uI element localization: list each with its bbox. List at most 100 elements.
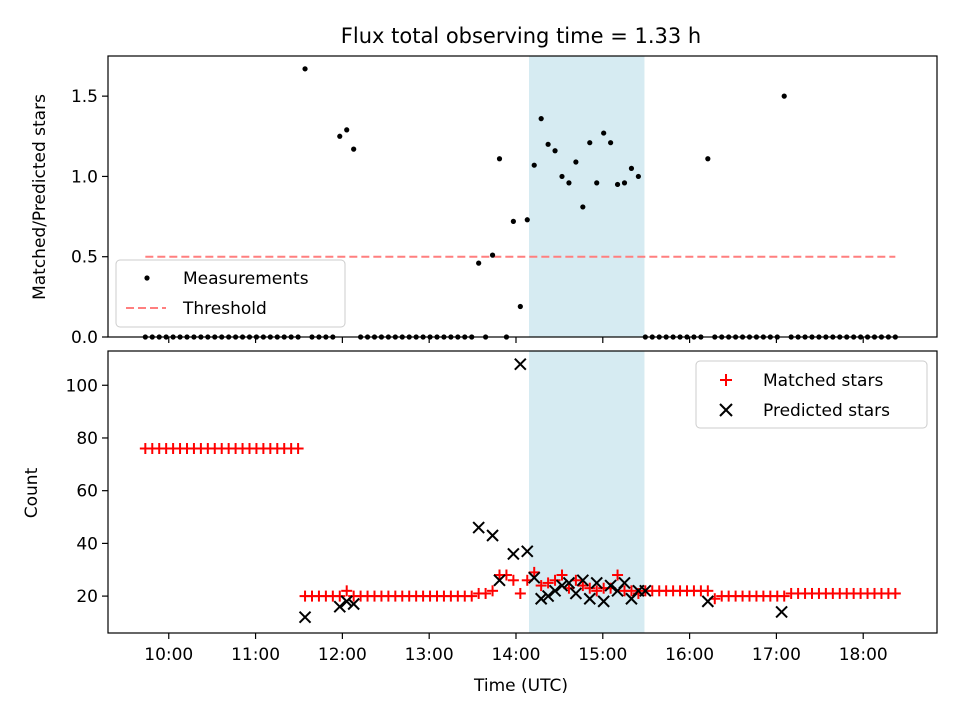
x-tick-label: 14:00 [491,645,540,665]
x-tick-label: 11:00 [231,645,280,665]
measurement-point [545,141,551,147]
matched-star-point [702,585,714,597]
predicted-star-point [298,610,312,624]
measurement-point [552,148,558,154]
matched-star-point [292,443,304,455]
predicted-star-point [775,605,788,619]
measurement-point [580,204,586,210]
legend-threshold-label: Threshold [182,299,267,319]
top-y-tick-label: 1.5 [71,87,98,107]
measurement-point [337,133,343,139]
bottom-points-group [139,357,901,624]
measurement-point [781,93,787,99]
x-tick-label: 13:00 [405,645,454,665]
top-y-tick-label: 0.5 [71,248,98,268]
measurement-point [476,260,482,266]
matched-star-point [514,587,526,599]
x-tick-label: 15:00 [578,645,627,665]
x-tick-label: 10:00 [144,645,193,665]
predicted-star-point [521,545,534,558]
predicted-star-point [548,584,562,598]
predicted-star-point [340,595,353,608]
matched-star-point [889,587,901,599]
chart-title: Flux total observing time = 1.33 h [341,24,701,48]
x-tick-label: 16:00 [665,645,714,665]
measurement-point [587,140,593,146]
matched-star-point [334,590,346,602]
predicted-star-point [569,587,583,600]
measurement-point [489,252,496,258]
measurement-point [351,146,357,152]
matched-star-point [466,590,478,602]
bottom-panel: 10:00 11:00 12:00 13:00 14:00 15:00 16:00 17:00… [22,350,938,696]
measurement-point [302,66,308,72]
measurement-point [601,130,607,136]
bottom-y-tick-label: 20 [76,587,98,607]
matched-star-point [341,585,353,597]
predicted-star-point [590,576,603,590]
predicted-star-point [562,576,576,590]
measurement-point [635,173,641,180]
bottom-x-ticks: 10:00 11:00 12:00 13:00 14:00 15:00 16:00 17:00… [144,633,888,665]
matched-star-point [549,574,561,586]
measurement-point [344,127,350,133]
bottom-legend: Matched stars Predicted stars [695,360,928,429]
bottom-y-tick-label: 100 [66,376,98,396]
bottom-legend-box [695,360,928,429]
bottom-y-tick-label: 60 [76,482,98,502]
matched-star-point [612,569,624,581]
matched-star-point [535,580,547,592]
x-axis-label: Time (UTC) [473,676,568,696]
matched-star-point [625,585,637,597]
matched-star-point [584,582,596,594]
predicted-star-point [604,579,617,592]
predicted-star-point [534,592,548,605]
matched-star-point [507,574,519,586]
legend-predicted-marker [719,403,733,417]
predicted-star-point [514,357,527,371]
matched-star-point [591,585,603,597]
matched-star-point [528,566,540,578]
top-panel: 0.0 0.5 1.0 1.5 Matched/Predicted stars Mea… [30,55,938,348]
predicted-star-point [576,574,590,587]
top-shaded-span [529,56,645,337]
matched-star-point [487,585,499,597]
predicted-star-point [333,600,346,613]
predicted-star-point [472,521,485,534]
measurement-point [628,165,635,171]
predicted-star-point [528,571,541,584]
measurement-point [614,181,621,188]
predicted-star-point [486,529,499,542]
measurement-point [705,156,711,162]
measurement-point [496,156,503,162]
top-y-tick-label: 1.0 [71,167,98,187]
bottom-axes-frame [107,350,938,634]
x-tick-label: 17:00 [752,645,801,665]
predicted-star-point [493,574,506,587]
measurement-point [608,140,614,146]
predicted-star-point [639,584,652,598]
legend-measurements-marker [144,275,150,281]
measurement-point [566,180,572,186]
matched-star-point [556,569,568,581]
measurement-point [538,116,544,122]
legend-matched-label: Matched stars [763,371,883,391]
bottom-y-tick-label: 80 [76,429,98,449]
bottom-y-axis-label: Count [22,467,42,518]
predicted-star-point [555,579,569,592]
measurement-point [559,173,565,180]
matched-star-point [778,590,790,602]
top-legend: Measurements Threshold [115,259,346,328]
x-tick-label: 12:00 [318,645,367,665]
measurement-point [524,217,530,223]
predicted-star-point [618,576,631,590]
measurement-point [510,218,516,224]
matched-star-point [542,577,554,589]
top-y-ticks: 0.0 0.5 1.0 1.5 [71,87,108,348]
measurement-point [594,180,600,186]
top-legend-box [115,259,346,328]
top-y-axis-label: Matched/Predicted stars [30,94,50,300]
legend-predicted-label: Predicted stars [763,401,890,421]
top-y-tick-label: 0.0 [71,328,98,348]
